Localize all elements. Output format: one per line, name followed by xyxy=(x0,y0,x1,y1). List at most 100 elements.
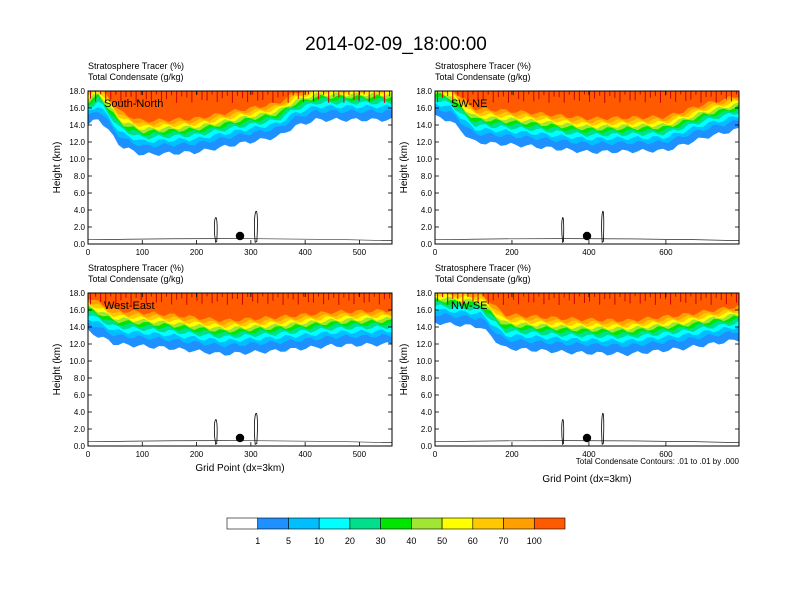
location-marker xyxy=(582,231,592,241)
panel-title-condensate: Total Condensate (g/kg) xyxy=(88,72,184,82)
y-tick-label: 6.0 xyxy=(74,189,86,198)
colorbar-tick-label: 100 xyxy=(527,536,542,546)
x-tick-label: 200 xyxy=(190,450,204,459)
plot-frame xyxy=(87,292,393,447)
colorbar-swatch xyxy=(411,517,443,530)
y-tick-label: 18.0 xyxy=(416,87,432,96)
y-tick-label: 6.0 xyxy=(421,189,433,198)
y-tick-label: 4.0 xyxy=(74,206,86,215)
panel-title-tracer: Stratosphere Tracer (%) xyxy=(435,263,531,273)
y-tick-label: 2.0 xyxy=(74,425,86,434)
panel-label: NW-SE xyxy=(451,300,487,312)
x-tick-label: 0 xyxy=(86,248,91,257)
y-tick-label: 12.0 xyxy=(416,138,432,147)
colorbar-tick-label: 20 xyxy=(345,536,355,546)
y-tick-label: 18.0 xyxy=(69,87,85,96)
y-tick-label: 6.0 xyxy=(74,391,86,400)
x-tick-label: 500 xyxy=(353,248,367,257)
condensate-contour xyxy=(561,419,565,446)
colorbar-swatch xyxy=(472,517,504,530)
colorbar-swatch xyxy=(533,517,566,530)
colorbar-swatch xyxy=(349,517,381,530)
colorbar-swatch xyxy=(380,517,412,530)
y-tick-label: 4.0 xyxy=(421,206,433,215)
plot-frame xyxy=(434,90,740,245)
x-tick-label: 600 xyxy=(659,450,673,459)
x-tick-label: 400 xyxy=(298,248,312,257)
y-tick-label: 12.0 xyxy=(416,340,432,349)
y-tick-label: 0.0 xyxy=(74,442,86,451)
y-tick-label: 0.0 xyxy=(421,240,433,249)
panel-label: SW-NE xyxy=(451,98,487,110)
y-tick-label: 12.0 xyxy=(69,138,85,147)
location-marker xyxy=(235,433,245,443)
x-tick-label: 0 xyxy=(433,450,438,459)
condensate-contour xyxy=(601,413,605,446)
x-tick-label: 400 xyxy=(582,248,596,257)
colorbar-tick-label: 1 xyxy=(255,536,260,546)
y-tick-label: 16.0 xyxy=(416,306,432,315)
panel-title-tracer: Stratosphere Tracer (%) xyxy=(435,61,531,71)
y-tick-label: 8.0 xyxy=(74,374,86,383)
colorbar-swatch xyxy=(318,517,351,530)
plot-frame xyxy=(434,292,740,447)
condensate-contour xyxy=(253,211,258,243)
y-tick-label: 6.0 xyxy=(421,391,433,400)
y-axis-label: Height (km) xyxy=(399,344,410,396)
panel-title-tracer: Stratosphere Tracer (%) xyxy=(88,263,184,273)
y-tick-label: 2.0 xyxy=(421,425,433,434)
y-tick-label: 0.0 xyxy=(74,240,86,249)
condensate-contour xyxy=(253,413,258,445)
panel-title-condensate: Total Condensate (g/kg) xyxy=(88,274,184,284)
colorbar-tick-label: 40 xyxy=(406,536,416,546)
panel-west-east: West-East Stratosphere Tracer (%)Total Co… xyxy=(52,263,393,474)
y-tick-label: 14.0 xyxy=(416,121,432,130)
x-tick-label: 200 xyxy=(190,248,204,257)
colorbar-swatch xyxy=(441,517,474,530)
x-tick-label: 300 xyxy=(244,450,258,459)
tracer-band-10 xyxy=(453,91,739,121)
y-axis-label: Height (km) xyxy=(399,142,410,194)
page-title: 2014-02-09_18:00:00 xyxy=(305,34,487,55)
panel-title-condensate: Total Condensate (g/kg) xyxy=(435,274,531,284)
y-tick-label: 4.0 xyxy=(421,408,433,417)
colorbar-swatch xyxy=(503,517,535,530)
y-tick-label: 8.0 xyxy=(74,172,86,181)
contour-footnote: Total Condensate Contours: .01 to .01 by… xyxy=(576,457,740,466)
colorbar-swatch xyxy=(288,517,320,530)
condensate-contour xyxy=(561,217,565,244)
colorbar-swatch xyxy=(226,517,259,530)
condensate-contour xyxy=(601,211,605,244)
plot-area xyxy=(88,91,392,244)
colorbar: 1 5 10 20 30 40 50 60 70 100 xyxy=(226,517,566,546)
plot-area xyxy=(88,293,392,446)
y-axis-label: Height (km) xyxy=(52,142,63,194)
condensate-contour xyxy=(213,419,218,446)
y-tick-label: 10.0 xyxy=(416,155,432,164)
x-tick-label: 600 xyxy=(659,248,673,257)
colorbar-swatch xyxy=(257,517,289,530)
x-tick-label: 200 xyxy=(505,450,519,459)
plot-area xyxy=(435,91,739,244)
x-tick-label: 200 xyxy=(505,248,519,257)
x-tick-label: 100 xyxy=(136,248,150,257)
y-tick-label: 10.0 xyxy=(69,155,85,164)
plot-area xyxy=(435,293,739,446)
y-tick-label: 14.0 xyxy=(69,323,85,332)
condensate-contour xyxy=(213,217,218,244)
y-tick-label: 14.0 xyxy=(69,121,85,130)
tracer-band-10 xyxy=(88,293,392,323)
y-tick-label: 2.0 xyxy=(421,223,433,232)
panel-label: South-North xyxy=(104,98,163,110)
location-marker xyxy=(582,433,592,443)
panel-title-condensate: Total Condensate (g/kg) xyxy=(435,72,531,82)
y-tick-label: 14.0 xyxy=(416,323,432,332)
colorbar-tick-label: 70 xyxy=(499,536,509,546)
colorbar-tick-label: 50 xyxy=(437,536,447,546)
location-marker xyxy=(235,231,245,241)
y-tick-label: 16.0 xyxy=(69,104,85,113)
x-tick-label: 400 xyxy=(298,450,312,459)
y-tick-label: 16.0 xyxy=(69,306,85,315)
